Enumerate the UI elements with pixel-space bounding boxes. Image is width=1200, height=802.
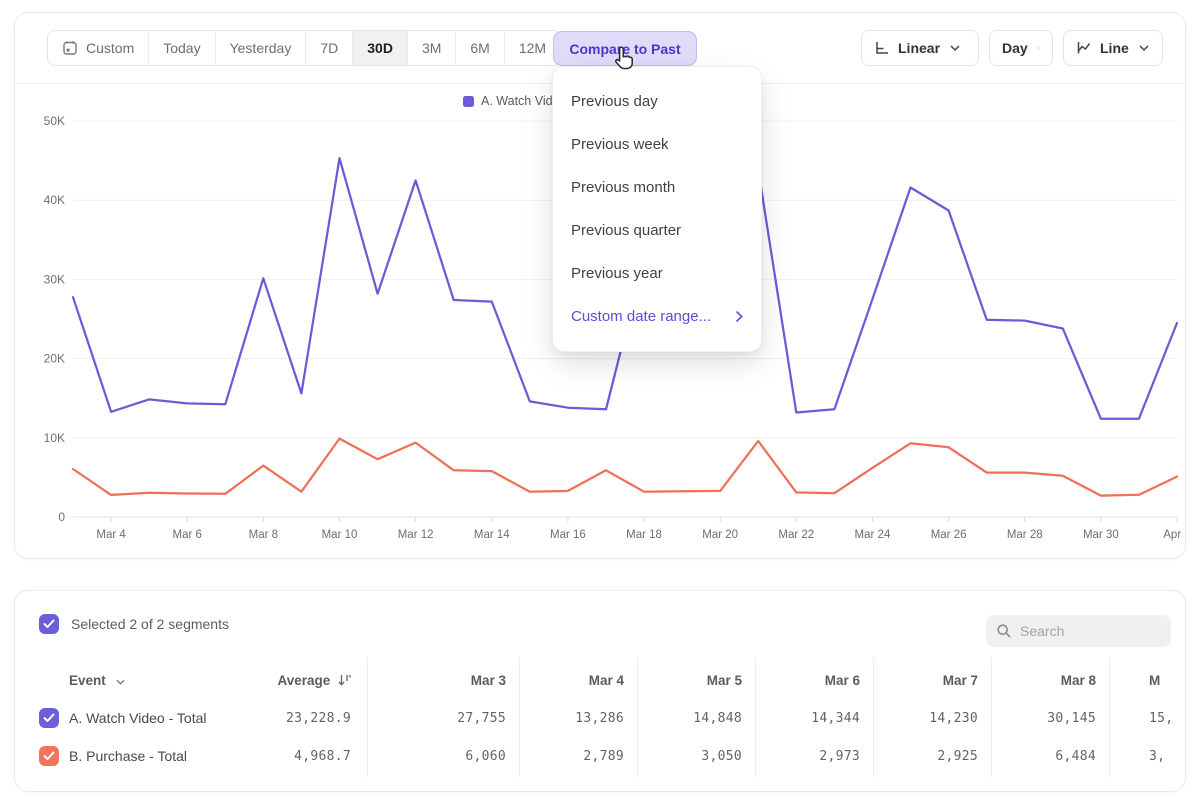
cell-value: 6,484 (986, 749, 1096, 764)
search-box (986, 615, 1171, 647)
y-axis-label: 50K (44, 114, 65, 128)
cell-value: 27,755 (396, 711, 506, 726)
cell-value: 6,060 (396, 749, 506, 764)
series-line-purchase[interactable] (73, 439, 1177, 496)
selected-segments-text: Selected 2 of 2 segments (71, 616, 229, 632)
x-axis-label: Mar 26 (931, 529, 967, 541)
menu-item-previous-week-label: Previous week (571, 136, 669, 153)
segment-checkbox-purchase[interactable] (39, 746, 59, 766)
menu-item-previous-month-label: Previous month (571, 179, 675, 196)
segments-card: Selected 2 of 2 segments Event Average M… (14, 590, 1186, 792)
x-axis-label: Mar 10 (322, 529, 358, 541)
chevron-right-icon (736, 311, 743, 322)
average-header-label: Average (277, 673, 330, 688)
select-all-checkbox[interactable] (39, 614, 59, 634)
average-value: 4,968.7 (241, 749, 351, 764)
menu-item-previous-day-label: Previous day (571, 93, 658, 110)
y-axis-label: 40K (44, 193, 65, 207)
cell-value: 30,145 (986, 711, 1096, 726)
cell-value: 14,848 (632, 711, 742, 726)
menu-item-previous-month[interactable]: Previous month (553, 166, 761, 209)
x-axis-label: Mar 24 (855, 529, 891, 541)
menu-item-custom-date-range[interactable]: Custom date range... (553, 295, 761, 338)
y-axis-label: 10K (44, 431, 65, 445)
menu-item-previous-day[interactable]: Previous day (553, 80, 761, 123)
date-column-header: Mar 8 (986, 673, 1096, 688)
cell-value: 2,789 (514, 749, 624, 764)
x-axis-label: Mar 16 (550, 529, 586, 541)
y-axis-label: 30K (44, 272, 65, 286)
cell-value: 2,973 (750, 749, 860, 764)
x-axis-label: Mar 30 (1083, 529, 1119, 541)
cell-value: 14,344 (750, 711, 860, 726)
cell-value: 13,286 (514, 711, 624, 726)
menu-item-previous-quarter-label: Previous quarter (571, 222, 681, 239)
cell-value-clipped: 3, (1149, 749, 1186, 764)
x-axis-label: Mar 12 (398, 529, 434, 541)
date-column-header-clipped: M (1149, 673, 1160, 688)
x-axis-label: Mar 8 (249, 529, 278, 541)
menu-item-previous-year-label: Previous year (571, 265, 663, 282)
segment-checkbox-watch-video[interactable] (39, 708, 59, 728)
x-axis-label: Mar 14 (474, 529, 510, 541)
y-axis-label: 0 (58, 510, 65, 524)
x-axis-label: Apr 1 (1163, 529, 1186, 541)
check-icon (43, 751, 55, 761)
search-icon (996, 623, 1012, 639)
event-column-header[interactable]: Event (69, 673, 125, 688)
chevron-down-icon (116, 679, 125, 685)
cell-value-clipped: 15, (1149, 711, 1186, 726)
menu-item-previous-quarter[interactable]: Previous quarter (553, 209, 761, 252)
date-column-header: Mar 5 (632, 673, 742, 688)
x-axis-label: Mar 4 (96, 529, 126, 541)
check-icon (43, 619, 55, 629)
analytics-report-page: Custom Today Yesterday 7D 30D 3M 6M 12M … (0, 0, 1200, 802)
date-column-header: Mar 3 (396, 673, 506, 688)
compare-to-past-menu: Previous day Previous week Previous mont… (552, 66, 762, 352)
search-input[interactable] (1020, 623, 1150, 639)
segment-row-label: B. Purchase - Total (69, 748, 187, 764)
sort-descending-icon (338, 674, 351, 686)
column-separator (1109, 657, 1110, 777)
x-axis-label: Mar 6 (173, 529, 202, 541)
column-separator (367, 657, 368, 777)
cell-value: 2,925 (868, 749, 978, 764)
check-icon (43, 713, 55, 723)
x-axis-label: Mar 28 (1007, 529, 1043, 541)
average-value: 23,228.9 (241, 711, 351, 726)
date-column-header: Mar 6 (750, 673, 860, 688)
average-column-header[interactable]: Average (231, 673, 351, 688)
segment-row-label: A. Watch Video - Total (69, 710, 206, 726)
cell-value: 3,050 (632, 749, 742, 764)
segments-selection-row: Selected 2 of 2 segments (39, 614, 229, 634)
x-axis-label: Mar 20 (702, 529, 738, 541)
x-axis-label: Mar 18 (626, 529, 662, 541)
menu-item-previous-year[interactable]: Previous year (553, 252, 761, 295)
y-axis-label: 20K (44, 352, 65, 366)
x-axis-label: Mar 22 (778, 529, 814, 541)
cell-value: 14,230 (868, 711, 978, 726)
date-column-header: Mar 4 (514, 673, 624, 688)
event-header-label: Event (69, 673, 106, 688)
menu-item-previous-week[interactable]: Previous week (553, 123, 761, 166)
menu-item-custom-date-range-label: Custom date range... (571, 308, 711, 325)
date-column-header: Mar 7 (868, 673, 978, 688)
